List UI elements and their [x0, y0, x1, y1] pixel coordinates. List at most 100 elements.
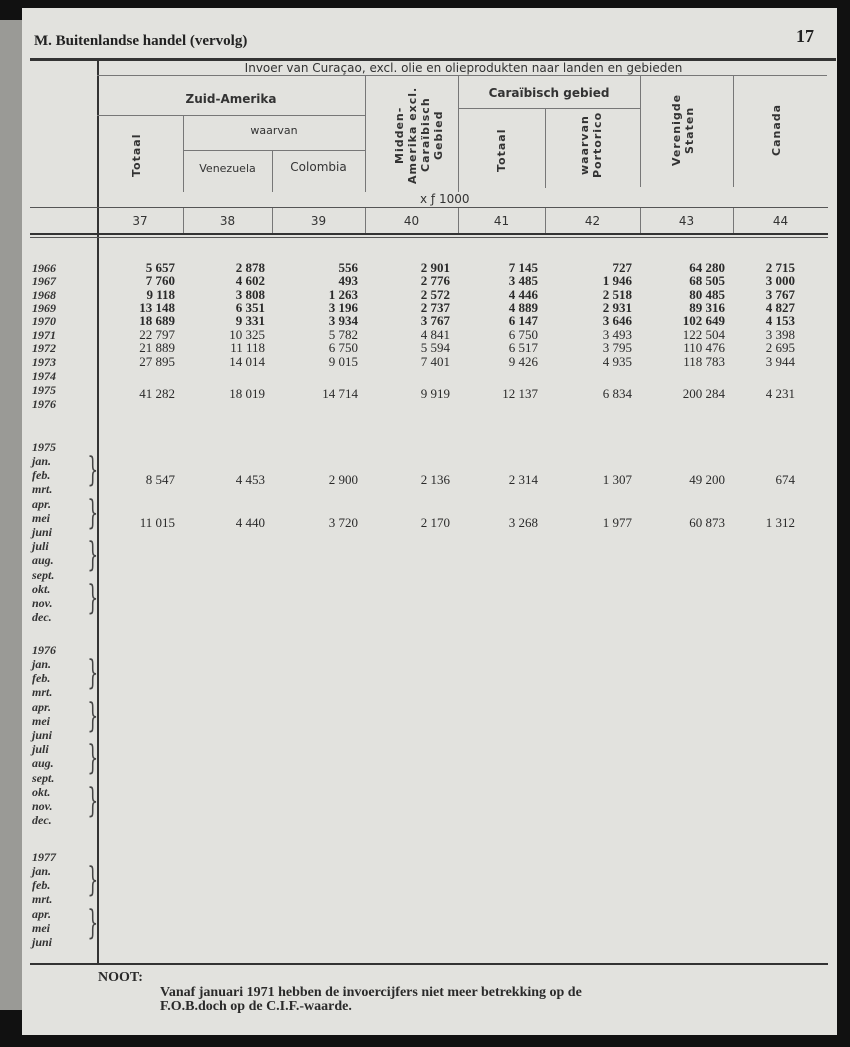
- row-year: 1975: [32, 383, 56, 397]
- table-cell: 4 935: [602, 354, 632, 369]
- table-cell: 3 944: [765, 354, 795, 369]
- row-month: juni: [32, 525, 53, 539]
- brace-icon: }: [87, 450, 99, 490]
- row-month: aug.: [32, 756, 54, 771]
- table-cell: 68 505: [689, 273, 725, 288]
- table-cell: 3 795: [602, 340, 632, 355]
- row-month: sept.: [32, 567, 55, 582]
- table-cell: 3 767: [420, 313, 450, 328]
- row-month: feb.: [32, 671, 51, 686]
- table-cell: 6 147: [508, 313, 538, 328]
- table-cell: 7 401: [420, 354, 450, 369]
- row-year: 1972: [32, 341, 56, 355]
- row-month: jan.: [32, 657, 52, 671]
- table-cell: 2 314: [508, 472, 538, 487]
- table-cell: 22 797: [139, 327, 175, 342]
- table-cell: 3 493: [602, 327, 632, 342]
- row-month: jan.: [32, 454, 52, 468]
- row-month: apr.: [32, 699, 52, 714]
- group-waarvan: waarvan: [250, 124, 298, 137]
- table-cell: 122 504: [682, 327, 725, 342]
- row-month: aug.: [32, 553, 54, 568]
- table-cell: 11 118: [230, 340, 265, 355]
- table-cell: 3 808: [235, 287, 265, 302]
- table-cell: 2 931: [602, 300, 632, 315]
- table-cell: 41 282: [139, 386, 175, 401]
- table-cell: 9 426: [508, 354, 538, 369]
- table-cell: 2 170: [420, 514, 450, 530]
- table-cell: 556: [338, 260, 359, 275]
- section-title: M. Buitenlandse handel (vervolg): [34, 33, 248, 49]
- table-cell: 3 000: [765, 273, 795, 288]
- row-month: juli: [32, 742, 49, 757]
- table-cell: 27 895: [139, 354, 175, 369]
- col-number: 41: [493, 214, 510, 228]
- col-number: 40: [403, 214, 420, 228]
- col-header-portorico: waarvan Portorico: [578, 111, 604, 179]
- table-cell: 13 148: [139, 300, 175, 315]
- table-cell: 14 014: [229, 354, 265, 369]
- row-year: 1973: [32, 355, 56, 369]
- col-header-colombia: Colombia: [290, 160, 347, 174]
- col-number: 37: [132, 214, 148, 228]
- col-header-venezuela: Venezuela: [199, 162, 256, 175]
- row-month: mei: [32, 510, 50, 525]
- table-cell: 6 517: [508, 340, 538, 355]
- table-cell: 4 440: [235, 514, 265, 530]
- table-cell: 2 136: [420, 472, 450, 487]
- row-month: mrt.: [32, 482, 53, 497]
- table-cell: 6 351: [235, 300, 265, 315]
- table-cell: 6 750: [328, 340, 358, 355]
- brace-icon: }: [87, 492, 99, 533]
- col-header-canada: Canada: [770, 103, 783, 157]
- table-cell: 80 485: [689, 287, 725, 302]
- row-year: 1966: [32, 261, 56, 275]
- row-year: 1971: [32, 328, 56, 342]
- table-cell: 4 889: [508, 300, 538, 315]
- row-year: 1968: [32, 288, 56, 302]
- brace-icon: }: [87, 902, 99, 943]
- table-cell: 3 934: [328, 313, 358, 328]
- table-cell: 7 145: [508, 260, 538, 275]
- row-month: juni: [32, 935, 53, 949]
- brace-icon: }: [87, 738, 99, 779]
- table-cell: 3 767: [765, 287, 795, 302]
- table-cell: 3 485: [508, 273, 538, 288]
- group-caraibisch: Caraïbisch gebied: [488, 86, 610, 100]
- adjacent-page-edge: [0, 20, 22, 1010]
- table-cell: 14 714: [322, 386, 358, 401]
- table-cell: 18 019: [229, 386, 265, 401]
- table-cell: 4 602: [235, 273, 265, 288]
- table-cell: 2 878: [235, 260, 265, 275]
- row-month: feb.: [32, 878, 51, 893]
- table-cell: 102 649: [682, 313, 725, 328]
- table-cell: 1 263: [328, 287, 358, 302]
- row-month: dec.: [32, 610, 52, 625]
- col-header-midden-amerika: Midden-Amerika excl. Caraïbisch Gebied: [393, 86, 445, 184]
- table-cell: 2 776: [420, 273, 450, 288]
- col-number: 42: [584, 214, 601, 228]
- note-line-2: F.O.B.doch op de C.I.F.-waarde.: [160, 999, 352, 1014]
- table-cell: 10 325: [229, 327, 265, 342]
- page-number: 17: [796, 26, 814, 46]
- table-cell: 1 312: [765, 514, 795, 530]
- row-year: 1969: [32, 301, 56, 315]
- row-year: 1974: [32, 369, 56, 383]
- table-cell: 110 476: [683, 340, 725, 355]
- col-number: 38: [219, 214, 236, 228]
- table-cell: 5 782: [328, 327, 358, 342]
- table-cell: 674: [775, 472, 796, 487]
- table-cell: 118 783: [683, 354, 725, 369]
- table-cell: 3 268: [508, 514, 538, 530]
- group-zuid-amerika: Zuid-Amerika: [185, 92, 277, 106]
- table-title: Invoer van Curaçao, excl. olie en oliepr…: [244, 61, 683, 75]
- table-cell: 89 316: [689, 300, 725, 315]
- row-month: jan.: [32, 864, 52, 878]
- row-month: juli: [32, 539, 49, 554]
- table-cell: 4 153: [765, 313, 795, 328]
- table-cell: 727: [612, 260, 633, 275]
- table-cell: 64 280: [689, 260, 725, 275]
- table-cell: 2 715: [765, 260, 795, 275]
- row-month: mei: [32, 920, 50, 935]
- row-month: feb.: [32, 468, 51, 483]
